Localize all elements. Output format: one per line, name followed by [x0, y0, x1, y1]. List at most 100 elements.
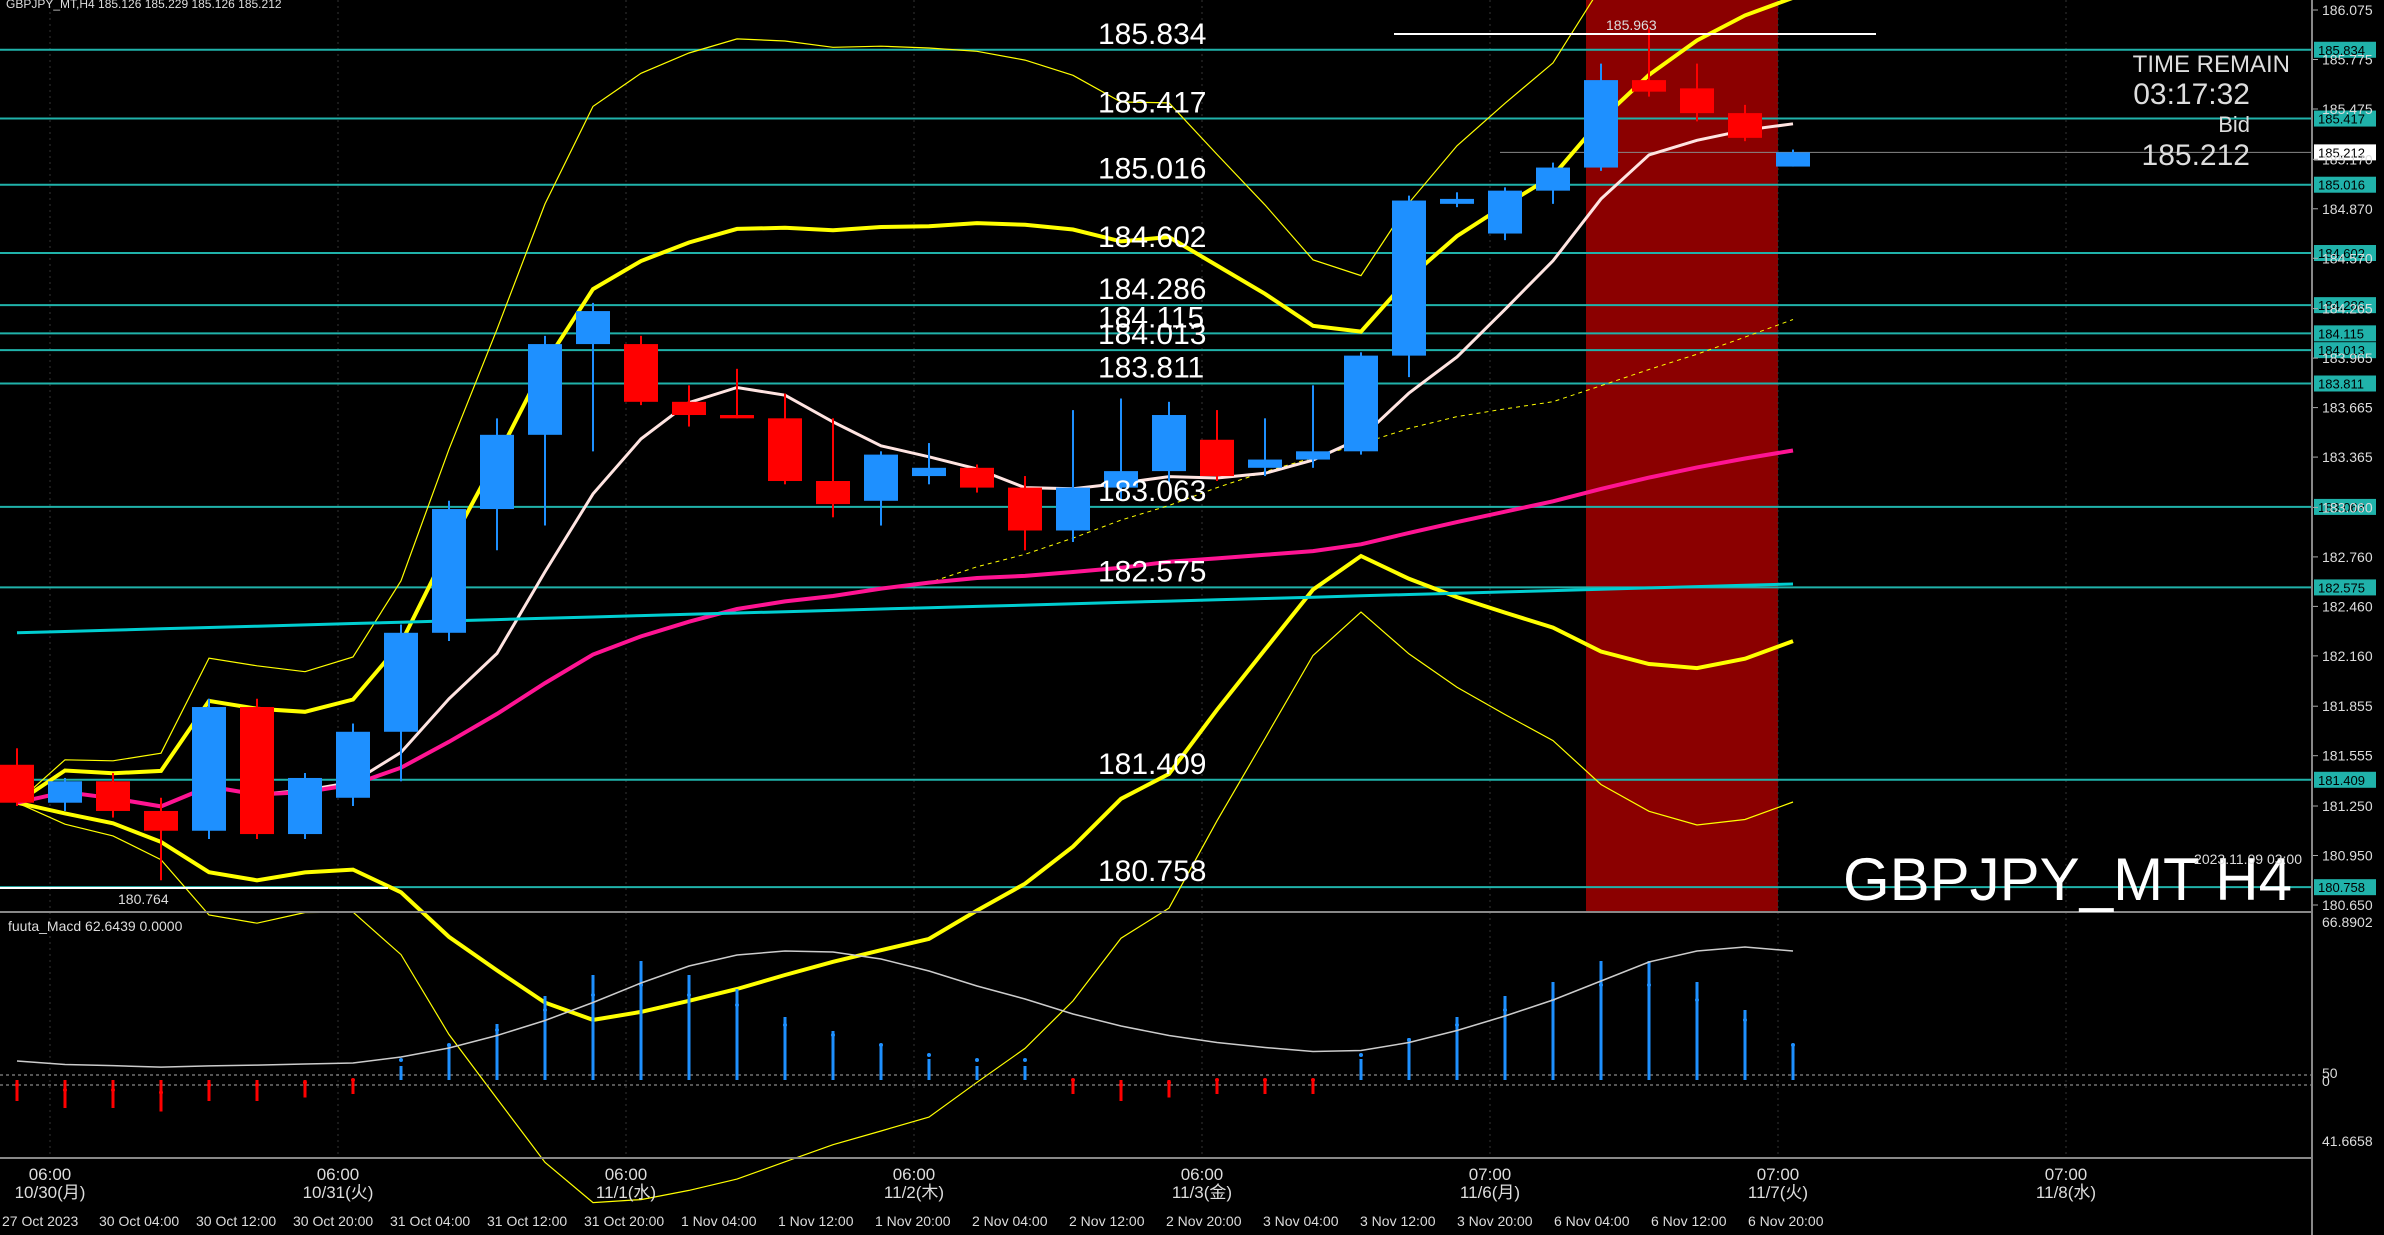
candle[interactable]	[1680, 63, 1714, 122]
candle-body[interactable]	[1200, 439, 1234, 477]
candle[interactable]	[288, 773, 322, 840]
candle[interactable]	[1440, 192, 1474, 208]
candle-body[interactable]	[288, 777, 322, 835]
macd-signal-dot	[927, 1053, 931, 1057]
candle[interactable]	[384, 624, 418, 782]
candle[interactable]	[624, 335, 658, 406]
candle-body[interactable]	[912, 467, 946, 477]
candle-body[interactable]	[528, 344, 562, 435]
candle-body[interactable]	[192, 707, 226, 831]
candle[interactable]	[240, 698, 274, 840]
date-label-top: 11/2(木)	[884, 1183, 944, 1202]
candle[interactable]	[768, 393, 802, 485]
candle-body[interactable]	[1440, 198, 1474, 204]
candle-body[interactable]	[1008, 487, 1042, 531]
candle[interactable]	[816, 418, 850, 518]
candle-body[interactable]	[1728, 113, 1762, 138]
candle-body[interactable]	[864, 454, 898, 501]
candle[interactable]	[960, 464, 994, 493]
candle[interactable]	[96, 773, 130, 818]
candle[interactable]	[528, 335, 562, 526]
candle[interactable]	[1776, 149, 1810, 167]
candle-body[interactable]	[1248, 459, 1282, 468]
date-label-top: 06:00	[1181, 1165, 1224, 1184]
candle[interactable]	[1728, 104, 1762, 142]
candle-body[interactable]	[576, 311, 610, 345]
candle-body[interactable]	[720, 415, 754, 419]
candle[interactable]	[1584, 63, 1618, 171]
candle[interactable]	[1152, 401, 1186, 485]
candle-body[interactable]	[1776, 152, 1810, 167]
candle[interactable]	[576, 302, 610, 452]
candle-body[interactable]	[624, 344, 658, 402]
candle-body[interactable]	[240, 707, 274, 835]
level-labels: 185.834 185.834 185.417 185.417 185.016 185.0…	[1098, 18, 2376, 896]
candle-body[interactable]	[1488, 190, 1522, 234]
candle-body[interactable]	[1584, 80, 1618, 168]
price-axis-label: 183.060	[2322, 499, 2373, 515]
candle-body[interactable]	[48, 781, 82, 803]
price-level-tag-label: 184.602	[2318, 246, 2365, 261]
candle[interactable]	[1200, 410, 1234, 482]
price-level-tag	[2314, 110, 2376, 127]
candle-body[interactable]	[1680, 88, 1714, 114]
server-time: 2023.11.09 03:00	[2194, 851, 2302, 867]
candle[interactable]	[720, 368, 754, 419]
candle-body[interactable]	[432, 509, 466, 633]
candle[interactable]	[1056, 410, 1090, 543]
price-level-tag-label: 183.063	[2318, 500, 2365, 515]
candle[interactable]	[144, 797, 178, 881]
candle[interactable]	[1104, 398, 1138, 501]
candle-body[interactable]	[480, 434, 514, 510]
candle[interactable]	[336, 723, 370, 807]
candle-body[interactable]	[768, 418, 802, 482]
price-level-tag	[2314, 879, 2376, 896]
candle[interactable]	[432, 500, 466, 642]
candles[interactable]	[0, 28, 1810, 881]
candle-body[interactable]	[96, 781, 130, 811]
candle[interactable]	[1632, 28, 1666, 97]
candle[interactable]	[1488, 187, 1522, 241]
candle[interactable]	[480, 418, 514, 551]
candle[interactable]	[0, 748, 34, 807]
candle[interactable]	[192, 698, 226, 840]
candle-body[interactable]	[336, 731, 370, 798]
candle-body[interactable]	[1632, 80, 1666, 92]
macd-signal-dot	[1503, 1008, 1507, 1012]
candle[interactable]	[1296, 385, 1330, 468]
macd-signal-dot	[1071, 1078, 1075, 1082]
candle-body[interactable]	[1296, 451, 1330, 460]
candle-body[interactable]	[0, 764, 34, 803]
candle[interactable]	[912, 443, 946, 485]
candle-body[interactable]	[1392, 200, 1426, 356]
candle-body[interactable]	[960, 467, 994, 488]
timer-countdown: 03:17:32	[2133, 78, 2250, 111]
candle-body[interactable]	[1104, 471, 1138, 488]
date-label-top: 07:00	[1757, 1165, 1800, 1184]
candle-body[interactable]	[1536, 167, 1570, 191]
candle-body[interactable]	[1056, 487, 1090, 531]
macd-label: fuuta_Macd 62.6439 0.0000	[8, 918, 183, 934]
candle[interactable]	[864, 451, 898, 526]
candle-body[interactable]	[1152, 415, 1186, 472]
candle-body[interactable]	[816, 481, 850, 505]
candle[interactable]	[1344, 352, 1378, 455]
candle[interactable]	[1536, 162, 1570, 204]
candle[interactable]	[1008, 476, 1042, 551]
candle-body[interactable]	[384, 632, 418, 732]
price-axis-label: 185.475	[2322, 101, 2373, 117]
candle-body[interactable]	[144, 810, 178, 831]
candle-body[interactable]	[672, 401, 706, 416]
date-label-bottom: 3 Nov 04:00	[1263, 1213, 1339, 1229]
date-label-bottom: 31 Oct 04:00	[390, 1213, 470, 1229]
date-label-bottom: 1 Nov 20:00	[875, 1213, 951, 1229]
bid-value: 185.212	[2142, 139, 2250, 172]
candle[interactable]	[1392, 195, 1426, 378]
price-axis-label: 183.665	[2322, 400, 2373, 416]
candle[interactable]	[672, 385, 706, 427]
candle[interactable]	[1248, 418, 1282, 477]
candle[interactable]	[48, 777, 82, 811]
candle-body[interactable]	[1344, 355, 1378, 452]
